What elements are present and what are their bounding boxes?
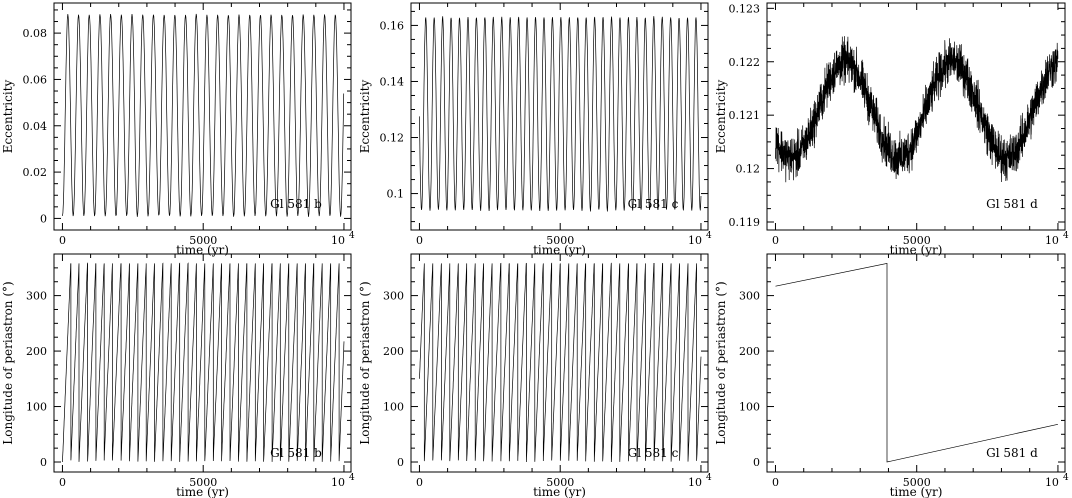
y-tick-label: 0.08 xyxy=(23,27,48,40)
y-axis-title: Eccentricity xyxy=(358,79,372,153)
y-axis-title: Eccentricity xyxy=(1,79,15,153)
y-tick-label: 0.04 xyxy=(23,120,48,133)
x-tick-label-exponent: 4 xyxy=(1063,473,1069,483)
y-tick-label: 100 xyxy=(26,401,47,414)
y-tick-label: 0 xyxy=(40,456,47,469)
x-tick-label-exponent: 4 xyxy=(706,231,712,241)
x-tick-label: 5000 xyxy=(903,234,931,247)
y-tick-label: 200 xyxy=(739,345,760,358)
panel-lop-c: 0 5000 10 4 0 100 200 300 time (yr) Longitude of … xyxy=(358,253,712,498)
x-axis-title: time (yr) xyxy=(533,243,586,257)
series-line-lop-d xyxy=(775,262,1058,463)
series-line-lop-b xyxy=(62,262,345,463)
y-tick-label: 300 xyxy=(739,290,760,303)
series-line-ecc-c xyxy=(419,16,702,212)
y-tick-label: 0.06 xyxy=(23,73,48,86)
x-tick-label: 10 xyxy=(688,234,702,247)
x-tick-label-exponent: 4 xyxy=(349,473,355,483)
x-tick-label: 10 xyxy=(688,476,702,489)
y-tick-label: 0.02 xyxy=(23,166,48,179)
x-tick-label: 10 xyxy=(1045,234,1059,247)
y-tick-label: 0 xyxy=(40,212,47,225)
panel-label: Gl 581 c xyxy=(628,446,679,460)
plot-frame xyxy=(53,253,352,473)
y-tick-label: 300 xyxy=(26,290,47,303)
x-axis-title: time (yr) xyxy=(176,243,229,257)
x-tick-label-exponent: 4 xyxy=(1063,231,1069,241)
panel-lop-d: 0 5000 10 4 0 100 200 300 time (yr) Longitude of … xyxy=(714,253,1069,498)
x-tick-label-exponent: 4 xyxy=(349,231,355,241)
y-axis-title: Longitude of periastron (°) xyxy=(1,281,15,444)
plot-frame xyxy=(410,253,709,473)
y-tick-label: 300 xyxy=(383,290,404,303)
plot-frame xyxy=(766,253,1066,473)
y-tick-label: 0.12 xyxy=(736,163,761,176)
series-line-ecc-d xyxy=(775,36,1059,183)
x-tick-label: 10 xyxy=(1045,476,1059,489)
series-line-lop-c xyxy=(419,262,702,463)
x-tick-label: 0 xyxy=(59,234,66,247)
y-tick-label: 0.123 xyxy=(729,2,761,15)
x-tick-label: 0 xyxy=(416,476,423,489)
y-tick-label: 200 xyxy=(26,345,47,358)
y-tick-label: 0.12 xyxy=(380,132,405,145)
y-tick-label: 0.119 xyxy=(729,216,761,229)
y-tick-label: 0.1 xyxy=(387,188,405,201)
panel-label: Gl 581 d xyxy=(986,446,1038,460)
panel-label: Gl 581 c xyxy=(628,197,679,211)
y-tick-label: 0.14 xyxy=(380,75,405,88)
x-tick-label: 10 xyxy=(331,234,345,247)
y-tick-label: 0.121 xyxy=(729,109,761,122)
x-tick-label: 5000 xyxy=(546,234,574,247)
y-axis-title: Longitude of periastron (°) xyxy=(358,281,372,444)
panel-ecc-b: 0 5000 10 4 0 0.02 0.04 0.06 0.08 time (yr) Eccent… xyxy=(1,2,355,257)
x-tick-label: 5000 xyxy=(546,476,574,489)
panel-label: Gl 581 d xyxy=(986,197,1038,211)
x-axis-title: time (yr) xyxy=(890,485,943,498)
plot-frame xyxy=(766,2,1066,231)
y-tick-label: 100 xyxy=(383,401,404,414)
panel-label: Gl 581 b xyxy=(270,446,322,460)
x-tick-label: 5000 xyxy=(189,234,217,247)
y-tick-label: 0 xyxy=(753,456,760,469)
x-tick-label: 10 xyxy=(331,476,345,489)
x-tick-label: 0 xyxy=(416,234,423,247)
panel-label: Gl 581 b xyxy=(270,197,322,211)
x-axis-title: time (yr) xyxy=(176,485,229,498)
x-tick-label-exponent: 4 xyxy=(706,473,712,483)
x-tick-label: 0 xyxy=(772,476,779,489)
plot-frame xyxy=(410,2,709,231)
x-tick-label: 5000 xyxy=(903,476,931,489)
y-tick-label: 0 xyxy=(397,456,404,469)
panel-ecc-d: 0 5000 10 4 0.119 0.12 0.121 0.122 0.123 time (yr… xyxy=(714,2,1069,257)
y-axis-title: Longitude of periastron (°) xyxy=(714,281,728,444)
y-axis-title: Eccentricity xyxy=(714,79,728,153)
x-tick-label: 0 xyxy=(772,234,779,247)
panel-ecc-c: 0 5000 10 4 0.1 0.12 0.14 0.16 time (yr) Eccentri… xyxy=(358,2,712,257)
x-tick-label: 0 xyxy=(59,476,66,489)
x-axis-title: time (yr) xyxy=(890,243,943,257)
plot-frame xyxy=(53,2,352,231)
x-axis-title: time (yr) xyxy=(533,485,586,498)
y-tick-label: 0.122 xyxy=(729,56,761,69)
y-tick-label: 100 xyxy=(739,401,760,414)
panel-lop-b: 0 5000 10 4 0 100 200 300 time (yr) Longitude of … xyxy=(1,253,355,498)
y-tick-label: 200 xyxy=(383,345,404,358)
x-tick-label: 5000 xyxy=(189,476,217,489)
y-tick-label: 0.16 xyxy=(380,19,405,32)
series-line-ecc-b xyxy=(62,13,345,217)
